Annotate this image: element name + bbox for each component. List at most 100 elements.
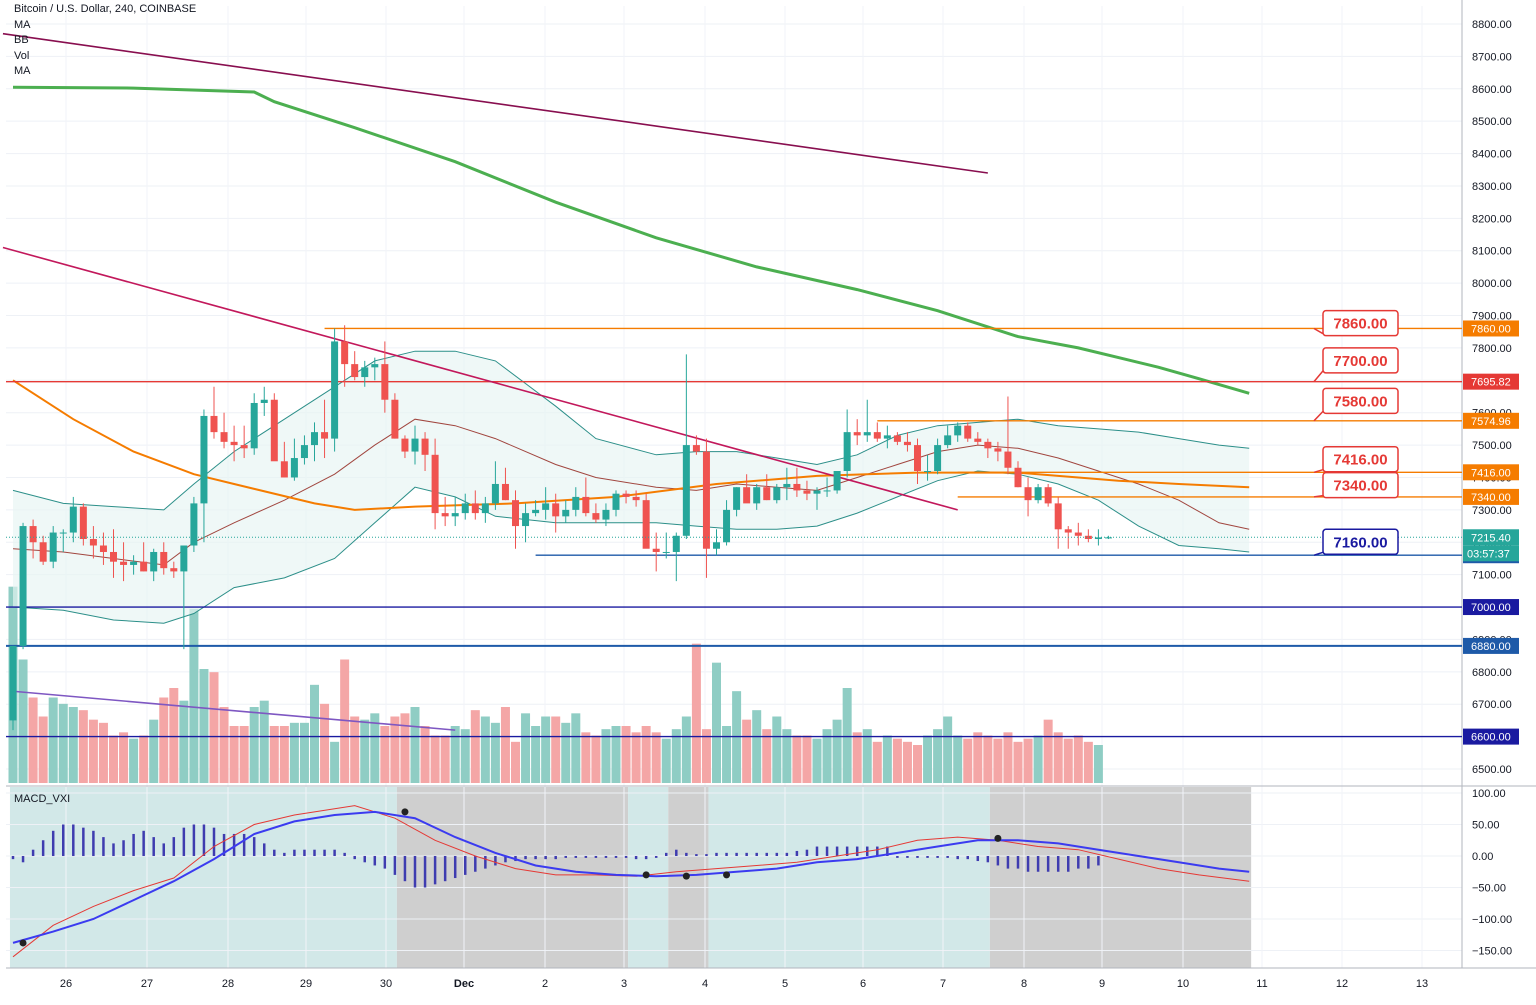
candle (823, 477, 831, 497)
candle-body (180, 545, 188, 572)
volume-bar (58, 703, 68, 783)
price-level-tag (1463, 464, 1519, 481)
volume-bar (601, 729, 611, 783)
time-tick-label: 28 (222, 978, 234, 990)
candle (170, 561, 178, 578)
price-tick-label: 7900.00 (1472, 311, 1512, 323)
candle-body (250, 402, 258, 449)
indicator-bb-label[interactable]: BB (14, 34, 29, 46)
candle-body (1094, 537, 1102, 540)
candle (562, 500, 570, 523)
candle-body (783, 483, 791, 488)
candle-body (190, 503, 198, 546)
price-level-tag (1463, 637, 1519, 654)
candle (160, 542, 168, 575)
callout-pointer (1313, 410, 1324, 422)
candle-body (471, 503, 479, 514)
volume-bar (239, 726, 249, 783)
volume-bar (68, 707, 78, 783)
candle (552, 493, 560, 533)
candle (300, 435, 308, 465)
candle-body (723, 509, 731, 543)
candle-body (79, 506, 87, 540)
candle (59, 529, 67, 552)
time-tick-label: 29 (300, 978, 312, 990)
candle-body (692, 445, 700, 452)
indicator-vol-label[interactable]: Vol (14, 49, 30, 62)
candle-body (552, 503, 560, 517)
candle-body (461, 503, 469, 514)
candle (833, 471, 841, 494)
volume-bar (591, 735, 601, 783)
candle-body (501, 483, 509, 501)
volume-bar (832, 719, 842, 783)
trendline (2, 246, 958, 511)
indicator-ma2-label[interactable]: MA (14, 65, 31, 77)
candle (461, 493, 469, 520)
candle-body (753, 487, 761, 504)
candle-body (1014, 467, 1022, 488)
price-level-tag-text: 7574.96 (1471, 416, 1511, 428)
volume-bar (1073, 735, 1083, 783)
candle (924, 454, 932, 481)
price-tick-label: 7100.00 (1472, 570, 1512, 582)
volume-bar (420, 726, 430, 783)
candle-body (230, 441, 238, 446)
candle (501, 467, 509, 501)
candle-body (381, 364, 389, 400)
bollinger-lower-line (12, 470, 1250, 624)
macd-region-bull (9, 787, 397, 968)
volume-bar (681, 716, 691, 783)
candle-body (411, 438, 419, 452)
candle (582, 477, 590, 517)
volume-bar (882, 735, 892, 783)
callout-bubble (1322, 528, 1399, 556)
candle (280, 441, 288, 478)
candle (481, 496, 489, 523)
volume-bar (892, 738, 902, 783)
volume-bar (209, 672, 219, 783)
candle (632, 490, 640, 507)
price-level-tag (1463, 599, 1519, 616)
indicator-ma-label[interactable]: MA (14, 18, 31, 31)
candle (351, 351, 359, 381)
macd-line (12, 810, 1250, 944)
candle-body (622, 493, 630, 497)
candle-body (441, 513, 449, 517)
volume-bar (531, 726, 541, 783)
candle-body (793, 483, 801, 491)
volume-bar (541, 716, 551, 783)
candle-body (903, 441, 911, 446)
candle (250, 393, 258, 455)
time-tick-label: 26 (60, 978, 72, 990)
moving-average-long-line (12, 85, 1250, 395)
volume-bar (179, 700, 189, 783)
candle (793, 467, 801, 497)
volume-bar (289, 722, 299, 783)
volume-bar (691, 643, 701, 783)
candle (994, 441, 1002, 462)
macd-pane-label[interactable]: MACD_VXI (14, 793, 71, 805)
time-tick-label: 10 (1177, 978, 1189, 990)
volume-bar (249, 707, 259, 783)
candle (270, 393, 278, 462)
time-tick-label: 8 (1021, 978, 1027, 990)
macd-cross-marker (994, 834, 1002, 842)
candle-body (300, 445, 308, 459)
price-level-tag-text: 6600.00 (1471, 732, 1511, 744)
candle-body (321, 432, 329, 439)
volume-bar (410, 707, 420, 783)
volume-bar (661, 738, 671, 783)
volume-bar (822, 729, 832, 783)
candle-body (662, 551, 670, 553)
volume-bar (772, 716, 782, 783)
candle-body (29, 526, 37, 543)
candle (9, 645, 17, 731)
candle (290, 438, 298, 481)
callout-pointer (1313, 370, 1324, 383)
volume-bar (310, 684, 319, 783)
volume-bar (48, 697, 58, 783)
candle-body (481, 503, 489, 514)
